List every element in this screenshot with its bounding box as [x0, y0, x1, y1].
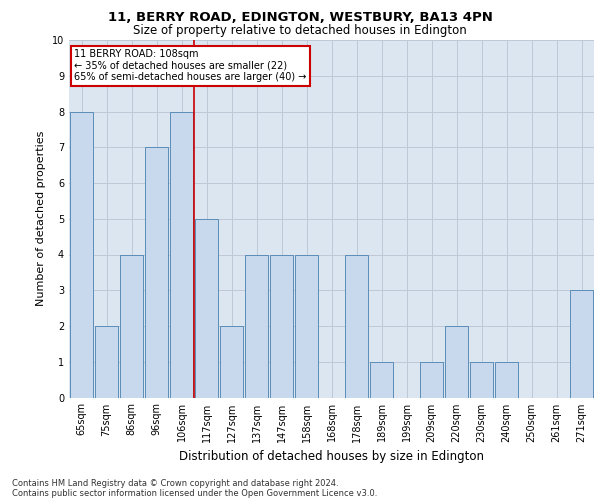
Y-axis label: Number of detached properties: Number of detached properties	[37, 131, 46, 306]
Text: 11 BERRY ROAD: 108sqm
← 35% of detached houses are smaller (22)
65% of semi-deta: 11 BERRY ROAD: 108sqm ← 35% of detached …	[74, 49, 307, 82]
Text: Size of property relative to detached houses in Edington: Size of property relative to detached ho…	[133, 24, 467, 37]
Bar	[569, 290, 593, 398]
Text: Contains HM Land Registry data © Crown copyright and database right 2024.: Contains HM Land Registry data © Crown c…	[12, 478, 338, 488]
Bar	[295, 254, 319, 398]
Bar	[170, 112, 193, 398]
Bar	[119, 254, 143, 398]
Bar	[245, 254, 268, 398]
Bar	[70, 112, 94, 398]
Bar	[419, 362, 443, 398]
Bar	[95, 326, 118, 398]
Text: 11, BERRY ROAD, EDINGTON, WESTBURY, BA13 4PN: 11, BERRY ROAD, EDINGTON, WESTBURY, BA13…	[107, 11, 493, 24]
Bar	[370, 362, 394, 398]
X-axis label: Distribution of detached houses by size in Edington: Distribution of detached houses by size …	[179, 450, 484, 463]
Bar	[194, 219, 218, 398]
Text: Contains public sector information licensed under the Open Government Licence v3: Contains public sector information licen…	[12, 488, 377, 498]
Bar	[470, 362, 493, 398]
Bar	[220, 326, 244, 398]
Bar	[344, 254, 368, 398]
Bar	[494, 362, 518, 398]
Bar	[269, 254, 293, 398]
Bar	[445, 326, 469, 398]
Bar	[145, 148, 169, 398]
